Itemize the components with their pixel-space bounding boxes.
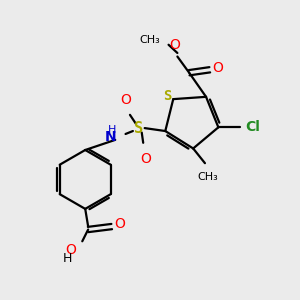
Text: H: H — [63, 252, 72, 266]
Text: O: O — [213, 61, 224, 75]
Text: O: O — [115, 217, 125, 231]
Text: S: S — [134, 121, 143, 136]
Text: Cl: Cl — [245, 120, 260, 134]
Text: O: O — [169, 38, 180, 52]
Text: O: O — [141, 152, 152, 166]
Text: N: N — [105, 130, 117, 144]
Text: O: O — [120, 94, 131, 107]
Text: CH₃: CH₃ — [139, 35, 160, 45]
Text: CH₃: CH₃ — [197, 172, 218, 182]
Text: O: O — [65, 243, 76, 257]
Text: S: S — [163, 89, 172, 103]
Text: H: H — [108, 124, 117, 135]
